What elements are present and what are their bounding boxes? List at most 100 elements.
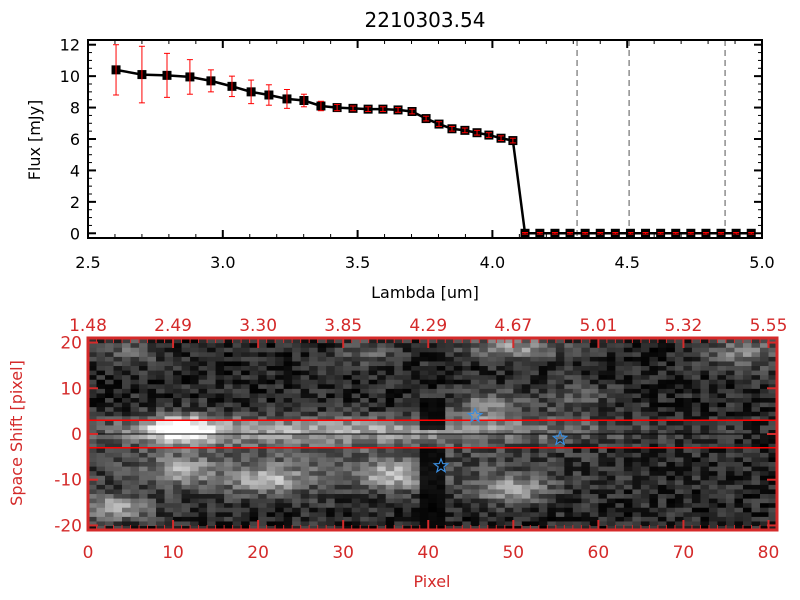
bottom-xlabel: Pixel: [413, 572, 450, 591]
heatmap-cell: [453, 470, 463, 476]
heatmap-cell: [725, 520, 736, 527]
heatmap-cell: [258, 470, 268, 476]
heatmap-cell: [462, 443, 472, 449]
heatmap-cell: [266, 360, 276, 367]
heatmap-cell: [666, 388, 676, 394]
heatmap-cell: [632, 379, 642, 385]
heatmap-cell: [623, 374, 633, 380]
heatmap-cell: [385, 493, 395, 499]
heatmap-cell: [300, 402, 310, 408]
heatmap-cell: [555, 488, 565, 495]
heatmap-cell: [751, 502, 761, 508]
heatmap-cell: [190, 466, 200, 472]
heatmap-cell: [606, 388, 616, 394]
heatmap-cell: [538, 411, 548, 417]
heatmap-cell: [300, 356, 310, 362]
heatmap-cell: [122, 360, 132, 367]
heatmap-cell: [470, 498, 480, 504]
heatmap-cell: [377, 338, 387, 344]
heatmap-cell: [368, 479, 378, 485]
heatmap-cell: [88, 493, 98, 499]
heatmap-cell: [88, 402, 98, 408]
heatmap-cell: [700, 507, 710, 513]
heatmap-cell: [700, 397, 710, 403]
heatmap-cell: [215, 447, 225, 453]
heatmap-cell: [360, 498, 370, 504]
heatmap-cell: [173, 429, 183, 435]
heatmap-cell: [156, 498, 166, 504]
heatmap-cell: [275, 456, 285, 463]
heatmap-cell: [224, 488, 234, 495]
heatmap-cell: [436, 365, 446, 371]
heatmap-cell: [105, 374, 115, 380]
heatmap-cell: [436, 406, 446, 412]
heatmap-cell: [394, 429, 404, 435]
heatmap-cell: [343, 438, 353, 444]
heatmap-cell: [326, 402, 336, 408]
heatmap-cell: [649, 434, 659, 440]
heatmap-cell: [759, 447, 770, 453]
heatmap-cell: [589, 356, 599, 362]
heatmap-cell: [147, 370, 157, 376]
heatmap-cell: [504, 402, 514, 408]
heatmap-cell: [742, 365, 753, 371]
heatmap-cell: [113, 356, 123, 362]
heatmap-cell: [105, 429, 115, 435]
heatmap-cell: [241, 397, 251, 403]
heatmap-cell: [309, 511, 319, 517]
heatmap-cell: [122, 466, 132, 472]
top-x-tick-label: 1.48: [69, 316, 107, 336]
heatmap-cell: [122, 520, 132, 527]
heatmap-cell: [538, 452, 548, 458]
heatmap-cell: [224, 461, 234, 467]
heatmap-cell: [768, 402, 778, 408]
heatmap-cell: [249, 392, 259, 399]
heatmap-cell: [334, 461, 344, 467]
heatmap-cell: [351, 488, 361, 495]
heatmap-cell: [734, 392, 744, 399]
heatmap-cell: [190, 420, 200, 426]
heatmap-cell: [751, 397, 761, 403]
heatmap-cell: [232, 424, 242, 431]
heatmap-cell: [198, 415, 208, 421]
heatmap-cell: [725, 392, 736, 399]
heatmap-cell: [385, 411, 395, 417]
heatmap-cell: [249, 475, 259, 481]
heatmap-cell: [156, 516, 166, 522]
heatmap-cell: [479, 511, 489, 517]
heatmap-cell: [164, 347, 174, 353]
heatmap-cell: [232, 347, 242, 353]
heatmap-cell: [742, 392, 753, 399]
heatmap-cell: [198, 374, 208, 380]
heatmap-cell: [394, 351, 404, 357]
heatmap-cell: [241, 507, 251, 513]
heatmap-cell: [657, 511, 668, 517]
heatmap-cell: [411, 516, 421, 522]
heatmap-cell: [742, 429, 753, 435]
heatmap-cell: [343, 498, 353, 504]
heatmap-cell: [572, 466, 582, 472]
heatmap-cell: [547, 498, 557, 504]
heatmap-cell: [232, 456, 242, 463]
heatmap-cell: [258, 511, 268, 517]
heatmap-cell: [572, 383, 582, 389]
heatmap-cell: [589, 488, 599, 495]
heatmap-cell: [768, 452, 778, 458]
heatmap-cell: [181, 438, 191, 444]
heatmap-cell: [241, 420, 251, 426]
heatmap-cell: [411, 461, 421, 467]
heatmap-cell: [742, 411, 753, 417]
heatmap-cell: [708, 479, 719, 485]
heatmap-cell: [734, 360, 744, 367]
heatmap-cell: [309, 370, 319, 376]
heatmap-cell: [96, 475, 106, 481]
heatmap-cell: [181, 347, 191, 353]
heatmap-cell: [564, 347, 574, 353]
heatmap-cell: [572, 370, 582, 376]
heatmap-cell: [462, 434, 472, 440]
heatmap-cell: [173, 342, 183, 348]
heatmap-cell: [606, 456, 616, 463]
heatmap-cell: [300, 466, 310, 472]
heatmap-cell: [207, 507, 217, 513]
heatmap-cell: [215, 411, 225, 417]
